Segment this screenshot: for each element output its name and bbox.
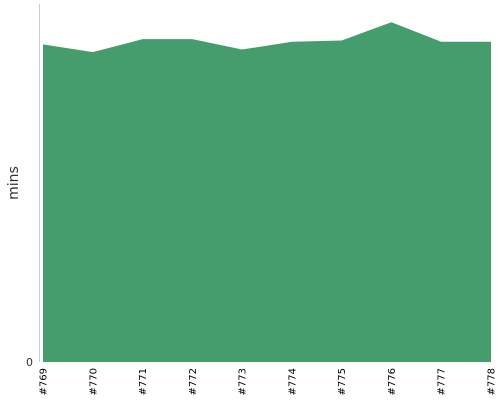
x-tick-label: #775 xyxy=(337,368,348,395)
x-tick-label: #771 xyxy=(138,368,149,395)
x-tick-label: #777 xyxy=(437,368,448,395)
x-tick-label: #773 xyxy=(238,368,249,395)
x-axis-ticks: #769 #770 #771 #772 #773 #774 #775 #776 #777 #778 xyxy=(39,368,498,395)
plot-area xyxy=(43,22,491,362)
y-axis-title: mins xyxy=(6,166,22,200)
series-area xyxy=(43,22,491,362)
x-tick-label: #774 xyxy=(287,368,298,395)
y-tick-label: 0 xyxy=(26,356,33,369)
x-tick-label: #772 xyxy=(188,368,199,395)
y-axis-ticks: 0 xyxy=(26,356,33,369)
x-tick-label: #769 xyxy=(39,368,50,395)
x-tick-label: #778 xyxy=(487,368,498,395)
x-tick-label: #776 xyxy=(387,368,398,395)
x-tick-label: #770 xyxy=(88,368,99,395)
